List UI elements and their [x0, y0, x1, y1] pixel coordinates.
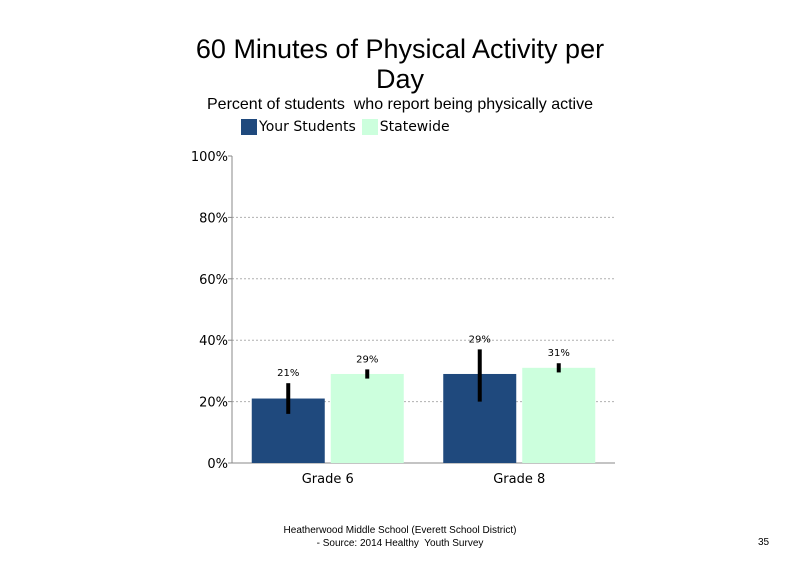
footer-line-2: - Source: 2014 Healthy Youth Survey — [316, 538, 484, 549]
data-label: 31% — [548, 348, 570, 359]
footer-source: Heatherwood Middle School (Everett Schoo… — [230, 524, 570, 550]
bar — [330, 373, 404, 463]
y-tick-label: 80% — [199, 211, 228, 226]
chart-legend: Your Students Statewide — [241, 118, 456, 136]
y-tick-label: 20% — [199, 396, 228, 411]
x-tick-label: Grade 8 — [493, 472, 545, 487]
legend-item-your-students: Your Students — [241, 119, 356, 135]
bar — [522, 367, 596, 463]
y-tick-label: 100% — [191, 150, 228, 165]
y-tick-label: 60% — [199, 273, 228, 288]
y-tick-label: 40% — [199, 334, 228, 349]
chart-title: 60 Minutes of Physical Activity per Day — [195, 34, 605, 94]
legend-label-statewide: Statewide — [379, 119, 450, 135]
chart-subtitle: Percent of students who report being phy… — [207, 96, 593, 113]
footer-line-1: Heatherwood Middle School (Everett Schoo… — [283, 525, 517, 536]
data-label: 29% — [356, 354, 378, 365]
bar-chart: 0% 20% 40% 60% 80% 100% 21% 29% Grade 6 29% 31% Gra… — [191, 150, 615, 487]
y-tick-label: 0% — [207, 457, 228, 472]
data-label: 29% — [469, 334, 491, 345]
legend-item-statewide: Statewide — [361, 119, 450, 135]
legend-label-your-students: Your Students — [259, 119, 356, 135]
legend-swatch-statewide — [361, 119, 378, 135]
data-label: 21% — [277, 368, 299, 379]
x-tick-label: Grade 6 — [302, 472, 354, 487]
legend-swatch-your-students — [241, 119, 257, 135]
page-number: 35 — [758, 537, 770, 548]
